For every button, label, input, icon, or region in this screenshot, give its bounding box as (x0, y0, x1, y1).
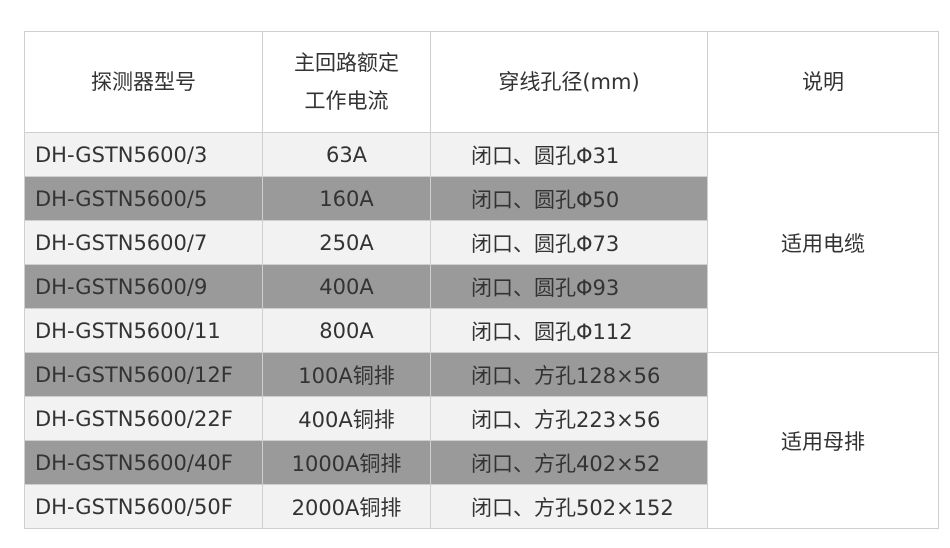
header-current-line1: 主回路额定 (294, 51, 399, 75)
cell-model: DH-GSTN5600/3 (24, 132, 263, 177)
header-note: 说明 (707, 31, 939, 133)
header-hole: 穿线孔径(mm) (430, 31, 708, 133)
cell-note: 适用电缆 (707, 132, 939, 353)
table-row: DH-GSTN5600/50F 2000A铜排 闭口、方孔502×152 (24, 484, 939, 529)
cell-hole: 闭口、圆孔Φ73 (430, 220, 708, 265)
header-current: 主回路额定 工作电流 (262, 31, 431, 133)
cell-current: 400A (262, 264, 431, 309)
product-spec-table: 探测器型号 主回路额定工作电流 穿线孔径(mm) 说明 DH-GSTN5600/… (24, 31, 939, 529)
table-row: DH-GSTN5600/7 250A 闭口、圆孔Φ73 (24, 220, 939, 265)
cell-hole: 闭口、方孔223×56 (430, 396, 708, 441)
cell-model: DH-GSTN5600/12F (24, 352, 263, 397)
header-row: 探测器型号 主回路额定工作电流 穿线孔径(mm) 说明 (24, 31, 939, 133)
cell-current: 160A (262, 176, 431, 221)
table-row: DH-GSTN5600/3 63A 闭口、圆孔Φ31 适用电缆 (24, 132, 939, 353)
cell-model: DH-GSTN5600/40F (24, 440, 263, 485)
cell-hole: 闭口、圆孔Φ31 (430, 132, 708, 177)
cell-current: 250A (262, 220, 431, 265)
cell-current: 2000A铜排 (262, 484, 431, 529)
cell-hole: 闭口、方孔402×52 (430, 440, 708, 485)
cell-current: 1000A铜排 (262, 440, 431, 485)
cell-model: DH-GSTN5600/22F (24, 396, 263, 441)
cell-note: 适用母排 (707, 352, 939, 529)
cell-current: 100A铜排 (262, 352, 431, 397)
cell-hole: 闭口、方孔502×152 (430, 484, 708, 529)
table-row: DH-GSTN5600/11 800A 闭口、圆孔Φ112 (24, 308, 939, 353)
cell-current: 400A铜排 (262, 396, 431, 441)
cell-hole: 闭口、圆孔Φ112 (430, 308, 708, 353)
cell-model: DH-GSTN5600/9 (24, 264, 263, 309)
table-row: DH-GSTN5600/12F 100A铜排 闭口、方孔128×56 适用母排 (24, 352, 939, 529)
cell-model: DH-GSTN5600/7 (24, 220, 263, 265)
cell-model: DH-GSTN5600/5 (24, 176, 263, 221)
cell-hole: 闭口、圆孔Φ93 (430, 264, 708, 309)
cell-current: 63A (262, 132, 431, 177)
table-row: DH-GSTN5600/9 400A 闭口、圆孔Φ93 (24, 264, 939, 309)
cell-model: DH-GSTN5600/50F (24, 484, 263, 529)
cell-model: DH-GSTN5600/11 (24, 308, 263, 353)
header-current-line2: 工作电流 (304, 89, 389, 113)
cell-hole: 闭口、方孔128×56 (430, 352, 708, 397)
header-model: 探测器型号 (24, 31, 263, 133)
cell-current: 800A (262, 308, 431, 353)
cell-hole: 闭口、圆孔Φ50 (430, 176, 708, 221)
table-row: DH-GSTN5600/40F 1000A铜排 闭口、方孔402×52 (24, 440, 939, 485)
